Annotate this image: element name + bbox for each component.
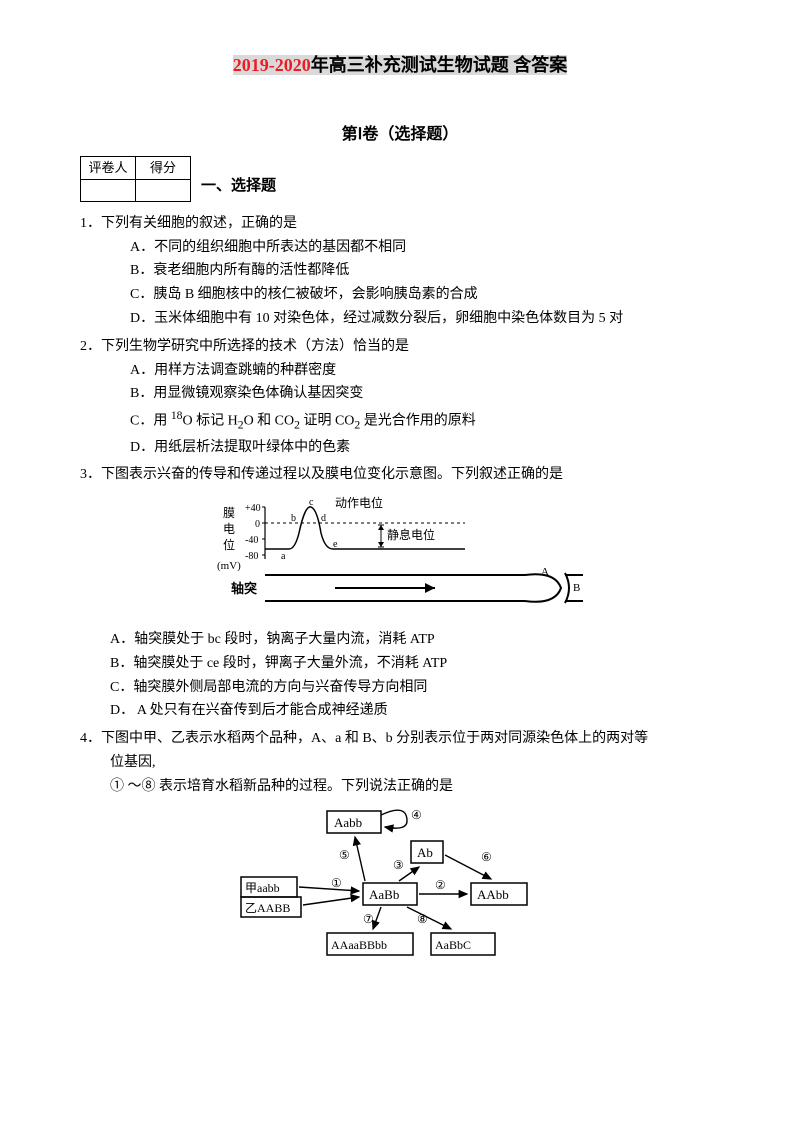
- svg-text:AaBbC: AaBbC: [435, 938, 471, 952]
- q3-opt-d: D． A 处只有在兴奋传到后才能合成神经递质: [110, 699, 720, 723]
- page-title: 2019-2020年高三补充测试生物试题 含答案: [80, 50, 720, 81]
- svg-text:Ab: Ab: [417, 845, 433, 860]
- q4-stem-2: 位基因,: [110, 751, 720, 775]
- svg-text:AAaaBBbb: AAaaBBbb: [331, 938, 387, 952]
- question-2: 2．下列生物学研究中所选择的技术（方法）恰当的是 A．用样方法调查跳蝻的种群密度…: [80, 335, 720, 459]
- svg-text:电: 电: [223, 522, 235, 536]
- svg-text:A: A: [541, 566, 549, 578]
- q2-stem: 2．下列生物学研究中所选择的技术（方法）恰当的是: [80, 335, 720, 359]
- q3-stem: 3．下图表示兴奋的传导和传递过程以及膜电位变化示意图。下列叙述正确的是: [80, 463, 720, 487]
- q2-opt-d: D．用纸层析法提取叶绿体中的色素: [130, 436, 720, 460]
- svg-text:0: 0: [255, 519, 260, 530]
- title-year: 2019-2020: [233, 55, 311, 75]
- q4-stem-3: ① ～⑧ 表示培育水稻新品种的过程。下列说法正确的是: [110, 775, 720, 799]
- q2c-m3: 证明 CO: [300, 414, 354, 429]
- q2c-post: 是光合作用的原料: [360, 414, 476, 429]
- q2c-sup1: 18: [171, 409, 183, 422]
- score-cell-2: [136, 179, 191, 201]
- svg-text:位: 位: [223, 537, 235, 552]
- svg-text:①: ①: [331, 876, 342, 890]
- svg-text:甲aabb: 甲aabb: [245, 881, 280, 895]
- svg-text:乙AABB: 乙AABB: [245, 901, 290, 915]
- title-rest: 年高三补充测试生物试题 含答案: [311, 55, 568, 75]
- svg-text:-40: -40: [245, 535, 258, 546]
- q2-opt-a: A．用样方法调查跳蝻的种群密度: [130, 359, 720, 383]
- svg-text:AaBb: AaBb: [369, 887, 399, 902]
- svg-text:⑥: ⑥: [481, 850, 492, 864]
- q1-stem: 1．下列有关细胞的叙述，正确的是: [80, 212, 720, 236]
- svg-text:AAbb: AAbb: [477, 887, 509, 902]
- score-header-1: 评卷人: [81, 156, 136, 179]
- score-cell-1: [81, 179, 136, 201]
- svg-text:e: e: [333, 539, 338, 550]
- svg-text:③: ③: [393, 858, 404, 872]
- score-table: 评卷人 得分: [80, 156, 191, 202]
- subsection-1: 一、选择题: [201, 156, 276, 200]
- q3-opt-a: A．轴突膜处于 bc 段时，钠离子大量内流，消耗 ATP: [110, 628, 720, 652]
- svg-text:B: B: [573, 582, 580, 594]
- svg-text:d: d: [321, 513, 326, 524]
- svg-text:⑤: ⑤: [339, 848, 350, 862]
- svg-text:a: a: [281, 551, 286, 562]
- q1-opt-a: A．不同的组织细胞中所表达的基因都不相同: [130, 236, 720, 260]
- svg-text:④: ④: [411, 808, 422, 822]
- q4-stem-1: 4．下图中甲、乙表示水稻两个品种，A、a 和 B、b 分别表示位于两对同源染色体…: [80, 727, 720, 751]
- question-3: 3．下图表示兴奋的传导和传递过程以及膜电位变化示意图。下列叙述正确的是 膜 电 …: [80, 463, 720, 723]
- q2c-m1: O 标记 H: [183, 414, 238, 429]
- svg-text:②: ②: [435, 878, 446, 892]
- q3-opt-b: B．轴突膜处于 ce 段时，钾离子大量外流，不消耗 ATP: [110, 652, 720, 676]
- score-row: 评卷人 得分 一、选择题: [80, 156, 720, 202]
- q2-opt-c: C．用 18O 标记 H2O 和 CO2 证明 CO2 是光合作用的原料: [130, 406, 720, 435]
- svg-text:⑧: ⑧: [417, 912, 428, 926]
- svg-text:c: c: [309, 497, 314, 508]
- svg-text:-80: -80: [245, 551, 258, 562]
- q2c-m2: O 和 CO: [244, 414, 295, 429]
- q1-opt-c: C．胰岛 B 细胞核中的核仁被破坏，会影响胰岛素的合成: [130, 283, 720, 307]
- question-1: 1．下列有关细胞的叙述，正确的是 A．不同的组织细胞中所表达的基因都不相同 B．…: [80, 212, 720, 331]
- q2c-pre: C．用: [130, 414, 171, 429]
- q1-opt-b: B．衰老细胞内所有酶的活性都降低: [130, 259, 720, 283]
- q3-figure: 膜 电 位 (mV) +40 0 -40 -80 a b c d e 动作电: [80, 493, 720, 622]
- q2-opt-b: B．用显微镜观察染色体确认基因突变: [130, 382, 720, 406]
- svg-text:⑦: ⑦: [363, 912, 374, 926]
- svg-text:动作电位: 动作电位: [335, 495, 383, 510]
- section-1-title: 第Ⅰ卷（选择题）: [80, 121, 720, 148]
- q1-opt-d: D．玉米体细胞中有 10 对染色体，经过减数分裂后，卵细胞中染色体数目为 5 对: [130, 307, 720, 331]
- question-4: 4．下图中甲、乙表示水稻两个品种，A、a 和 B、b 分别表示位于两对同源染色体…: [80, 727, 720, 973]
- svg-text:膜: 膜: [223, 506, 235, 520]
- svg-text:静息电位: 静息电位: [387, 527, 435, 542]
- svg-text:Aabb: Aabb: [334, 815, 362, 830]
- q4-figure: Aabb Ab 甲aabb 乙AABB AaBb AAbb AAaaBBbb A…: [80, 805, 720, 974]
- svg-text:+40: +40: [245, 503, 261, 514]
- svg-text:b: b: [291, 513, 296, 524]
- svg-text:(mV): (mV): [217, 560, 241, 572]
- svg-text:轴突: 轴突: [231, 581, 257, 596]
- score-header-2: 得分: [136, 156, 191, 179]
- q3-opt-c: C．轴突膜外侧局部电流的方向与兴奋传导方向相同: [110, 676, 720, 700]
